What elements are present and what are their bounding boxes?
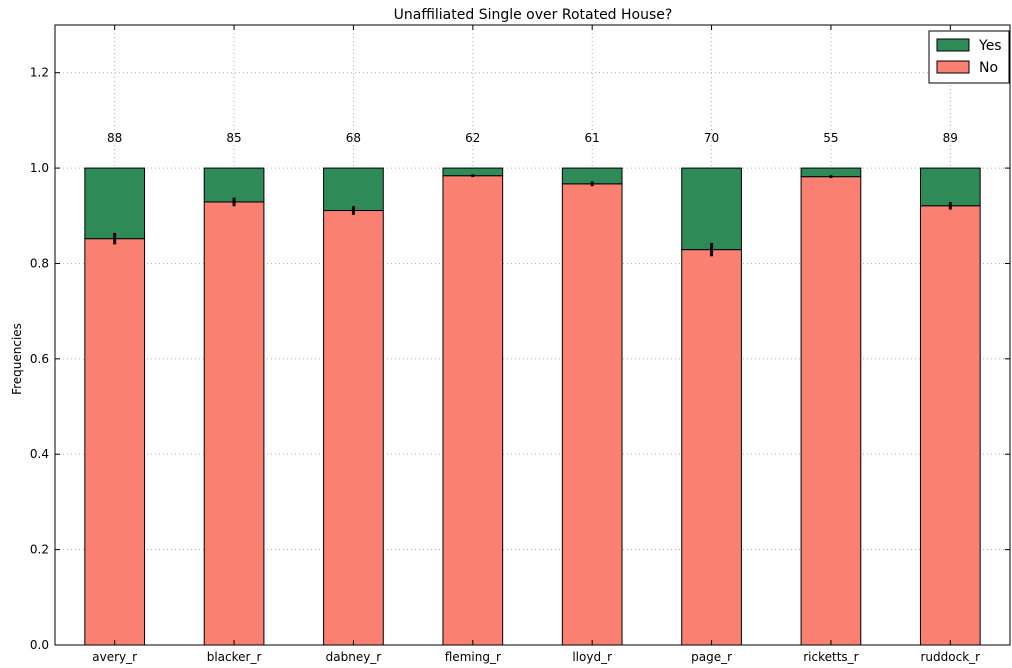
grid-lines (55, 25, 1010, 645)
bars-group (84, 167, 981, 646)
y-tick-label: 0.6 (30, 352, 49, 366)
y-tick-label: 1.0 (30, 161, 49, 175)
plot-frame (54, 24, 1011, 646)
bar-no-lloyd_r (561, 183, 623, 646)
bar-no-dabney_r (323, 210, 384, 646)
count-label-fleming_r: 62 (465, 131, 480, 145)
x-tick-label: avery_r (92, 650, 137, 664)
x-tick-label: blacker_r (207, 650, 262, 664)
count-label-dabney_r: 68 (346, 131, 361, 145)
count-label-lloyd_r: 61 (585, 131, 600, 145)
legend-swatch-yes (936, 38, 970, 52)
x-tick-label: dabney_r (326, 650, 382, 664)
x-axis-ticks: avery_r blacker_r dabney_r fleming_r lloyd_r… (92, 25, 980, 664)
legend: Yes No (928, 30, 1010, 84)
bar-yes-avery_r (84, 167, 146, 240)
bar-yes-dabney_r (323, 167, 384, 212)
x-tick-label: lloyd_r (572, 650, 612, 664)
bar-no-page_r (681, 249, 742, 646)
count-label-ruddock_r: 89 (943, 131, 958, 145)
count-label-ricketts_r: 55 (823, 131, 838, 145)
bar-no-ricketts_r (800, 176, 862, 646)
y-tick-label: 0.8 (30, 256, 49, 270)
legend-swatch-no (936, 60, 970, 74)
y-tick-label: 0.0 (30, 638, 49, 652)
bar-yes-blacker_r (203, 167, 265, 203)
legend-label-no: No (979, 60, 998, 76)
count-labels-group: 88 85 68 62 61 70 55 89 (107, 131, 958, 145)
y-axis-ticks: 0.0 0.2 0.4 0.6 0.8 1.0 1.2 (30, 66, 1010, 652)
x-tick-label: ricketts_r (803, 650, 858, 664)
count-label-blacker_r: 85 (226, 131, 241, 145)
bar-yes-ruddock_r (919, 167, 981, 207)
error-bars-group (113, 174, 952, 257)
bar-no-avery_r (84, 238, 146, 646)
bar-yes-page_r (681, 167, 742, 251)
bar-no-fleming_r (442, 175, 504, 646)
chart-title: Unaffiliated Single over Rotated House? (394, 7, 673, 23)
x-tick-label: page_r (691, 650, 732, 664)
bar-no-ruddock_r (919, 205, 981, 646)
y-tick-label: 0.2 (30, 543, 49, 557)
count-label-avery_r: 88 (107, 131, 122, 145)
y-axis-label: Frequencies (10, 323, 24, 395)
count-label-page_r: 70 (704, 131, 719, 145)
y-tick-label: 1.2 (30, 66, 49, 80)
bar-no-blacker_r (203, 201, 265, 646)
x-tick-label: ruddock_r (921, 650, 981, 664)
y-tick-label: 0.4 (30, 447, 49, 461)
x-tick-label: fleming_r (445, 650, 501, 664)
legend-label-yes: Yes (978, 38, 1002, 54)
